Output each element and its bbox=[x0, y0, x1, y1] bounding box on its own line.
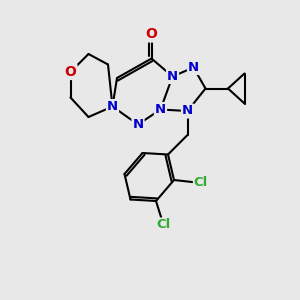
Text: O: O bbox=[64, 65, 76, 79]
Text: N: N bbox=[188, 61, 199, 74]
Text: N: N bbox=[155, 103, 166, 116]
Text: N: N bbox=[182, 104, 193, 118]
Text: N: N bbox=[107, 100, 118, 113]
Text: Cl: Cl bbox=[194, 176, 208, 190]
Text: N: N bbox=[132, 118, 144, 131]
Text: O: O bbox=[146, 28, 158, 41]
Text: N: N bbox=[167, 70, 178, 83]
Text: Cl: Cl bbox=[156, 218, 171, 232]
